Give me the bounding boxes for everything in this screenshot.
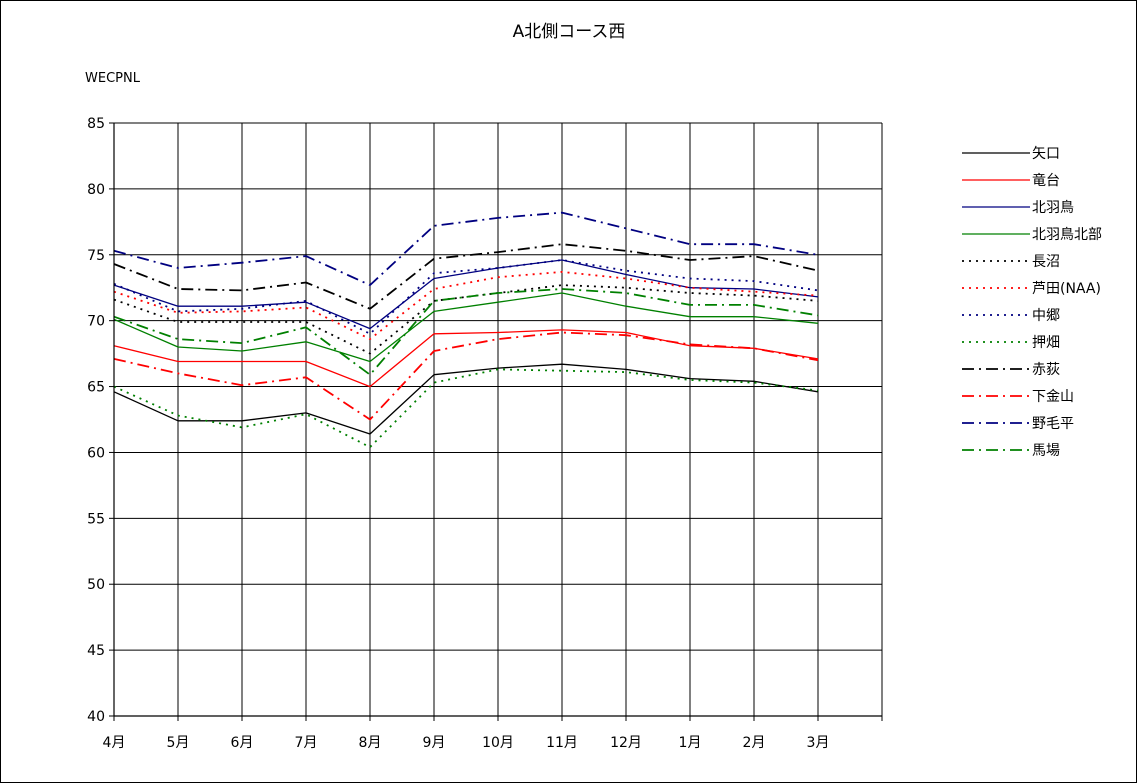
legend-label: 赤荻 bbox=[1032, 362, 1060, 378]
legend-label: 芦田(NAA) bbox=[1032, 281, 1101, 297]
legend-label: 下金山 bbox=[1032, 389, 1074, 405]
y-tick-label: 85 bbox=[87, 116, 105, 132]
y-axis-label: WECPNL bbox=[85, 71, 141, 86]
series-line bbox=[113, 288, 819, 376]
x-tick-label: 9月 bbox=[423, 735, 446, 751]
y-tick-label: 70 bbox=[87, 314, 105, 330]
legend-label: 北羽鳥北部 bbox=[1032, 227, 1102, 243]
y-tick-label: 80 bbox=[87, 182, 105, 198]
y-tick-label: 75 bbox=[87, 248, 105, 264]
legend-label: 押畑 bbox=[1032, 335, 1060, 351]
x-tick-label: 4月 bbox=[103, 735, 126, 751]
series-line bbox=[113, 329, 819, 388]
y-tick-label: 55 bbox=[87, 511, 105, 527]
x-tick-label: 2月 bbox=[743, 735, 766, 751]
y-tick-label: 50 bbox=[87, 577, 105, 593]
x-tick-label: 6月 bbox=[231, 735, 254, 751]
grid-lines bbox=[114, 122, 883, 716]
legend-label: 竜台 bbox=[1032, 172, 1060, 189]
tick-labels: 40 45 50 55 60 65 70 75 80 85 4月 5月 6月 7月 8月 9月 10月 11月 12… bbox=[87, 116, 829, 751]
x-tick-label: 12月 bbox=[610, 735, 642, 751]
x-tick-label: 1月 bbox=[679, 735, 702, 751]
x-tick-label: 5月 bbox=[167, 735, 190, 751]
legend-label: 馬場 bbox=[1032, 443, 1060, 459]
chart-title: A北側コース西 bbox=[513, 22, 626, 42]
y-tick-label: 45 bbox=[87, 643, 105, 659]
legend-label: 中郷 bbox=[1032, 308, 1060, 324]
legend-label: 野毛平 bbox=[1032, 416, 1074, 432]
x-tick-label: 10月 bbox=[482, 735, 514, 751]
series-lines bbox=[113, 211, 819, 449]
y-tick-label: 40 bbox=[87, 709, 105, 725]
series-line bbox=[113, 331, 819, 421]
x-tick-label: 7月 bbox=[295, 735, 318, 751]
x-tick-label: 8月 bbox=[359, 735, 382, 751]
legend-label: 長沼 bbox=[1032, 254, 1060, 270]
series-line bbox=[113, 211, 819, 287]
y-tick-label: 60 bbox=[87, 445, 105, 461]
series-line bbox=[113, 363, 819, 435]
series-line bbox=[113, 292, 819, 363]
series-line bbox=[113, 243, 819, 310]
y-tick-label: 65 bbox=[87, 380, 105, 396]
axes bbox=[109, 122, 883, 721]
series-line bbox=[113, 270, 819, 341]
x-tick-label: 3月 bbox=[807, 735, 830, 751]
legend-label: 矢口 bbox=[1032, 146, 1060, 162]
legend-label: 北羽鳥 bbox=[1032, 200, 1074, 216]
x-tick-label: 11月 bbox=[546, 735, 578, 751]
